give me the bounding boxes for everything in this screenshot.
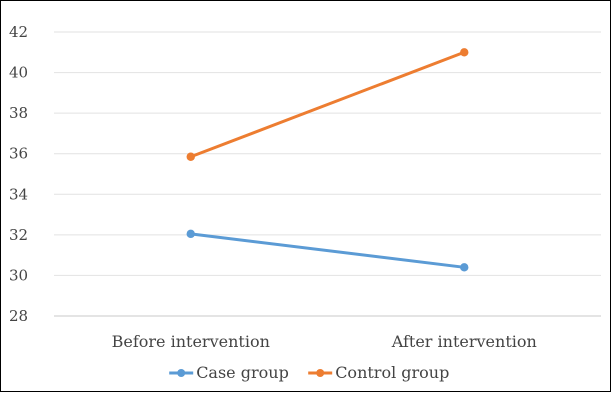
series-1 [186, 48, 469, 161]
y-tick-label: 38 [9, 104, 28, 122]
y-tick-label: 36 [9, 145, 28, 163]
x-category-label: After intervention [391, 332, 537, 351]
series-line [189, 232, 466, 269]
legend-swatch-marker [177, 369, 186, 377]
data-point [186, 152, 195, 161]
legend-item: Case group [169, 363, 289, 382]
y-tick-label: 40 [9, 64, 28, 82]
series-0 [186, 229, 469, 272]
y-tick-label: 34 [9, 185, 28, 203]
data-point [186, 229, 195, 239]
legend-item: Control group [308, 363, 449, 382]
x-category-label: Before intervention [112, 332, 270, 351]
legend: Case group Control group [169, 363, 449, 382]
y-tick-label: 42 [9, 23, 28, 41]
legend-label: Control group [335, 363, 449, 382]
x-axis-categories: Before intervention After intervention [112, 332, 537, 351]
y-tick-label: 32 [9, 226, 28, 244]
y-tick-label: 30 [9, 266, 28, 284]
data-point [460, 48, 469, 57]
gridlines [54, 31, 601, 317]
series-line [189, 50, 466, 159]
y-axis-ticks: 28 30 32 34 36 38 40 42 [9, 23, 28, 325]
legend-label: Case group [196, 363, 289, 382]
legend-swatch-marker [316, 369, 325, 377]
data-point [460, 263, 469, 272]
series-lines [186, 48, 469, 272]
y-tick-label: 28 [9, 307, 28, 325]
